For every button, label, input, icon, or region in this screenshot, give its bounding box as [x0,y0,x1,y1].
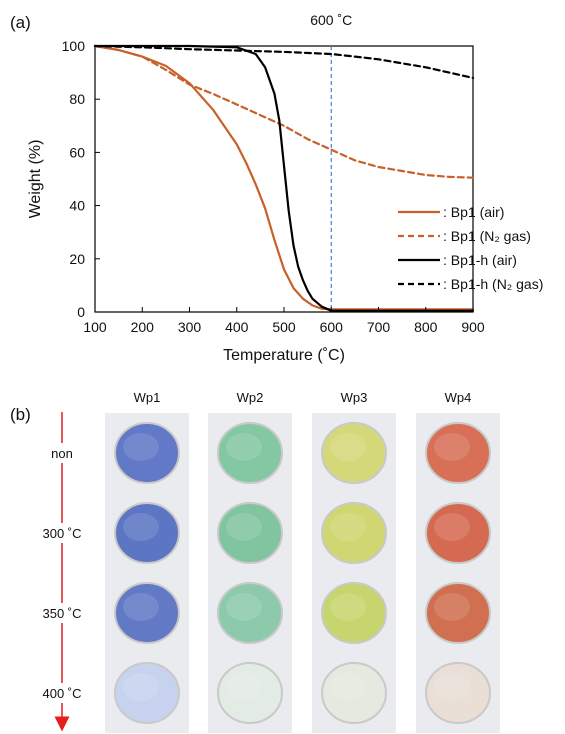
y-axis-title: Weight (%) [27,140,44,219]
y-axis: 0 20 40 60 80 100 [62,38,100,320]
disc-highlight [434,673,470,701]
row-header-3: 350 ˚C [42,606,81,621]
x-axis: 100 200 300 400 500 600 700 800 900 [83,307,485,335]
x-tick-label: 200 [131,319,155,335]
column-header-3: Wp3 [341,390,368,405]
wax-sample-disc [114,662,180,724]
wax-sample-disc [321,662,387,724]
row-header-bg [30,683,90,703]
disc-highlight [226,433,262,461]
legend-label-1: : Bp1 (air) [443,204,504,220]
y-tick-label: 60 [69,144,85,160]
row-header-2: 300 ˚C [42,526,81,541]
wax-sample-disc [321,582,387,644]
wax-sample-disc [114,502,180,564]
x-tick-label: 900 [461,319,485,335]
x-tick-label: 700 [367,319,391,335]
row-header-bg [30,603,90,623]
wax-sample-disc [114,582,180,644]
row-header-bg [30,523,90,543]
legend: : Bp1 (air) : Bp1 (N₂ gas) : Bp1-h (air) : … [398,204,543,292]
wax-sample-disc [425,502,491,564]
panel-a-label: (a) [10,13,31,32]
x-tick-label: 400 [225,319,249,335]
legend-label-3: : Bp1-h (air) [443,252,517,268]
disc-highlight [123,513,159,541]
y-tick-label: 0 [77,304,85,320]
y-tick-label: 20 [69,251,85,267]
wax-sample-disc [425,582,491,644]
disc-highlight [330,433,366,461]
column-header-4: Wp4 [445,390,472,405]
photo-grid: Wp1 Wp2 Wp3 Wp4 non 300 ˚C 350 ˚C 400 ˚C [30,390,500,733]
disc-highlight [123,673,159,701]
wax-sample-disc [114,422,180,484]
disc-highlight [226,513,262,541]
x-tick-label: 300 [178,319,202,335]
legend-label-2: : Bp1 (N₂ gas) [443,228,531,244]
x-tick-label: 600 [320,319,344,335]
column-header-2: Wp2 [237,390,264,405]
disc-highlight [226,673,262,701]
wax-sample-disc [425,662,491,724]
row-header-bg [30,443,90,463]
y-tick-label: 100 [62,38,86,54]
wax-sample-disc [217,662,283,724]
column-header-1: Wp1 [134,390,161,405]
disc-highlight [434,513,470,541]
panel-b-label: (b) [10,405,31,424]
column-headers: Wp1 Wp2 Wp3 Wp4 [134,390,472,405]
series-line-3 [93,44,475,312]
series-line-1 [93,44,475,311]
wax-sample-disc [217,502,283,564]
series-line-4 [93,44,475,79]
x-tick-label: 800 [414,319,438,335]
disc-highlight [123,593,159,621]
x-axis-title: Temperature (˚C) [223,347,345,364]
y-tick-label: 40 [69,198,85,214]
wax-sample-disc [321,502,387,564]
plot-frame [94,45,474,313]
annotation-label: 600 ˚C [310,12,352,28]
tga-chart: 600 ˚C 100 200 300 400 500 600 700 800 900 0 20 40… [27,12,543,364]
disc-highlight [330,673,366,701]
row-header-4: 400 ˚C [42,686,81,701]
wax-sample-disc [217,582,283,644]
x-tick-label: 500 [272,319,296,335]
wax-sample-disc [217,422,283,484]
photo-cells [105,413,500,733]
disc-highlight [226,593,262,621]
y-tick-label: 80 [69,91,85,107]
x-tick-label: 100 [83,319,107,335]
series-line-2 [93,44,475,179]
disc-highlight [434,433,470,461]
series-group [93,44,475,312]
annotation: 600 ˚C [310,12,352,312]
wax-sample-disc [425,422,491,484]
disc-highlight [330,593,366,621]
wax-sample-disc [321,422,387,484]
disc-highlight [123,433,159,461]
row-headers: non 300 ˚C 350 ˚C 400 ˚C [30,443,90,703]
legend-label-4: : Bp1-h (N₂ gas) [443,276,543,292]
row-header-1: non [51,446,73,461]
disc-highlight [434,593,470,621]
disc-highlight [330,513,366,541]
